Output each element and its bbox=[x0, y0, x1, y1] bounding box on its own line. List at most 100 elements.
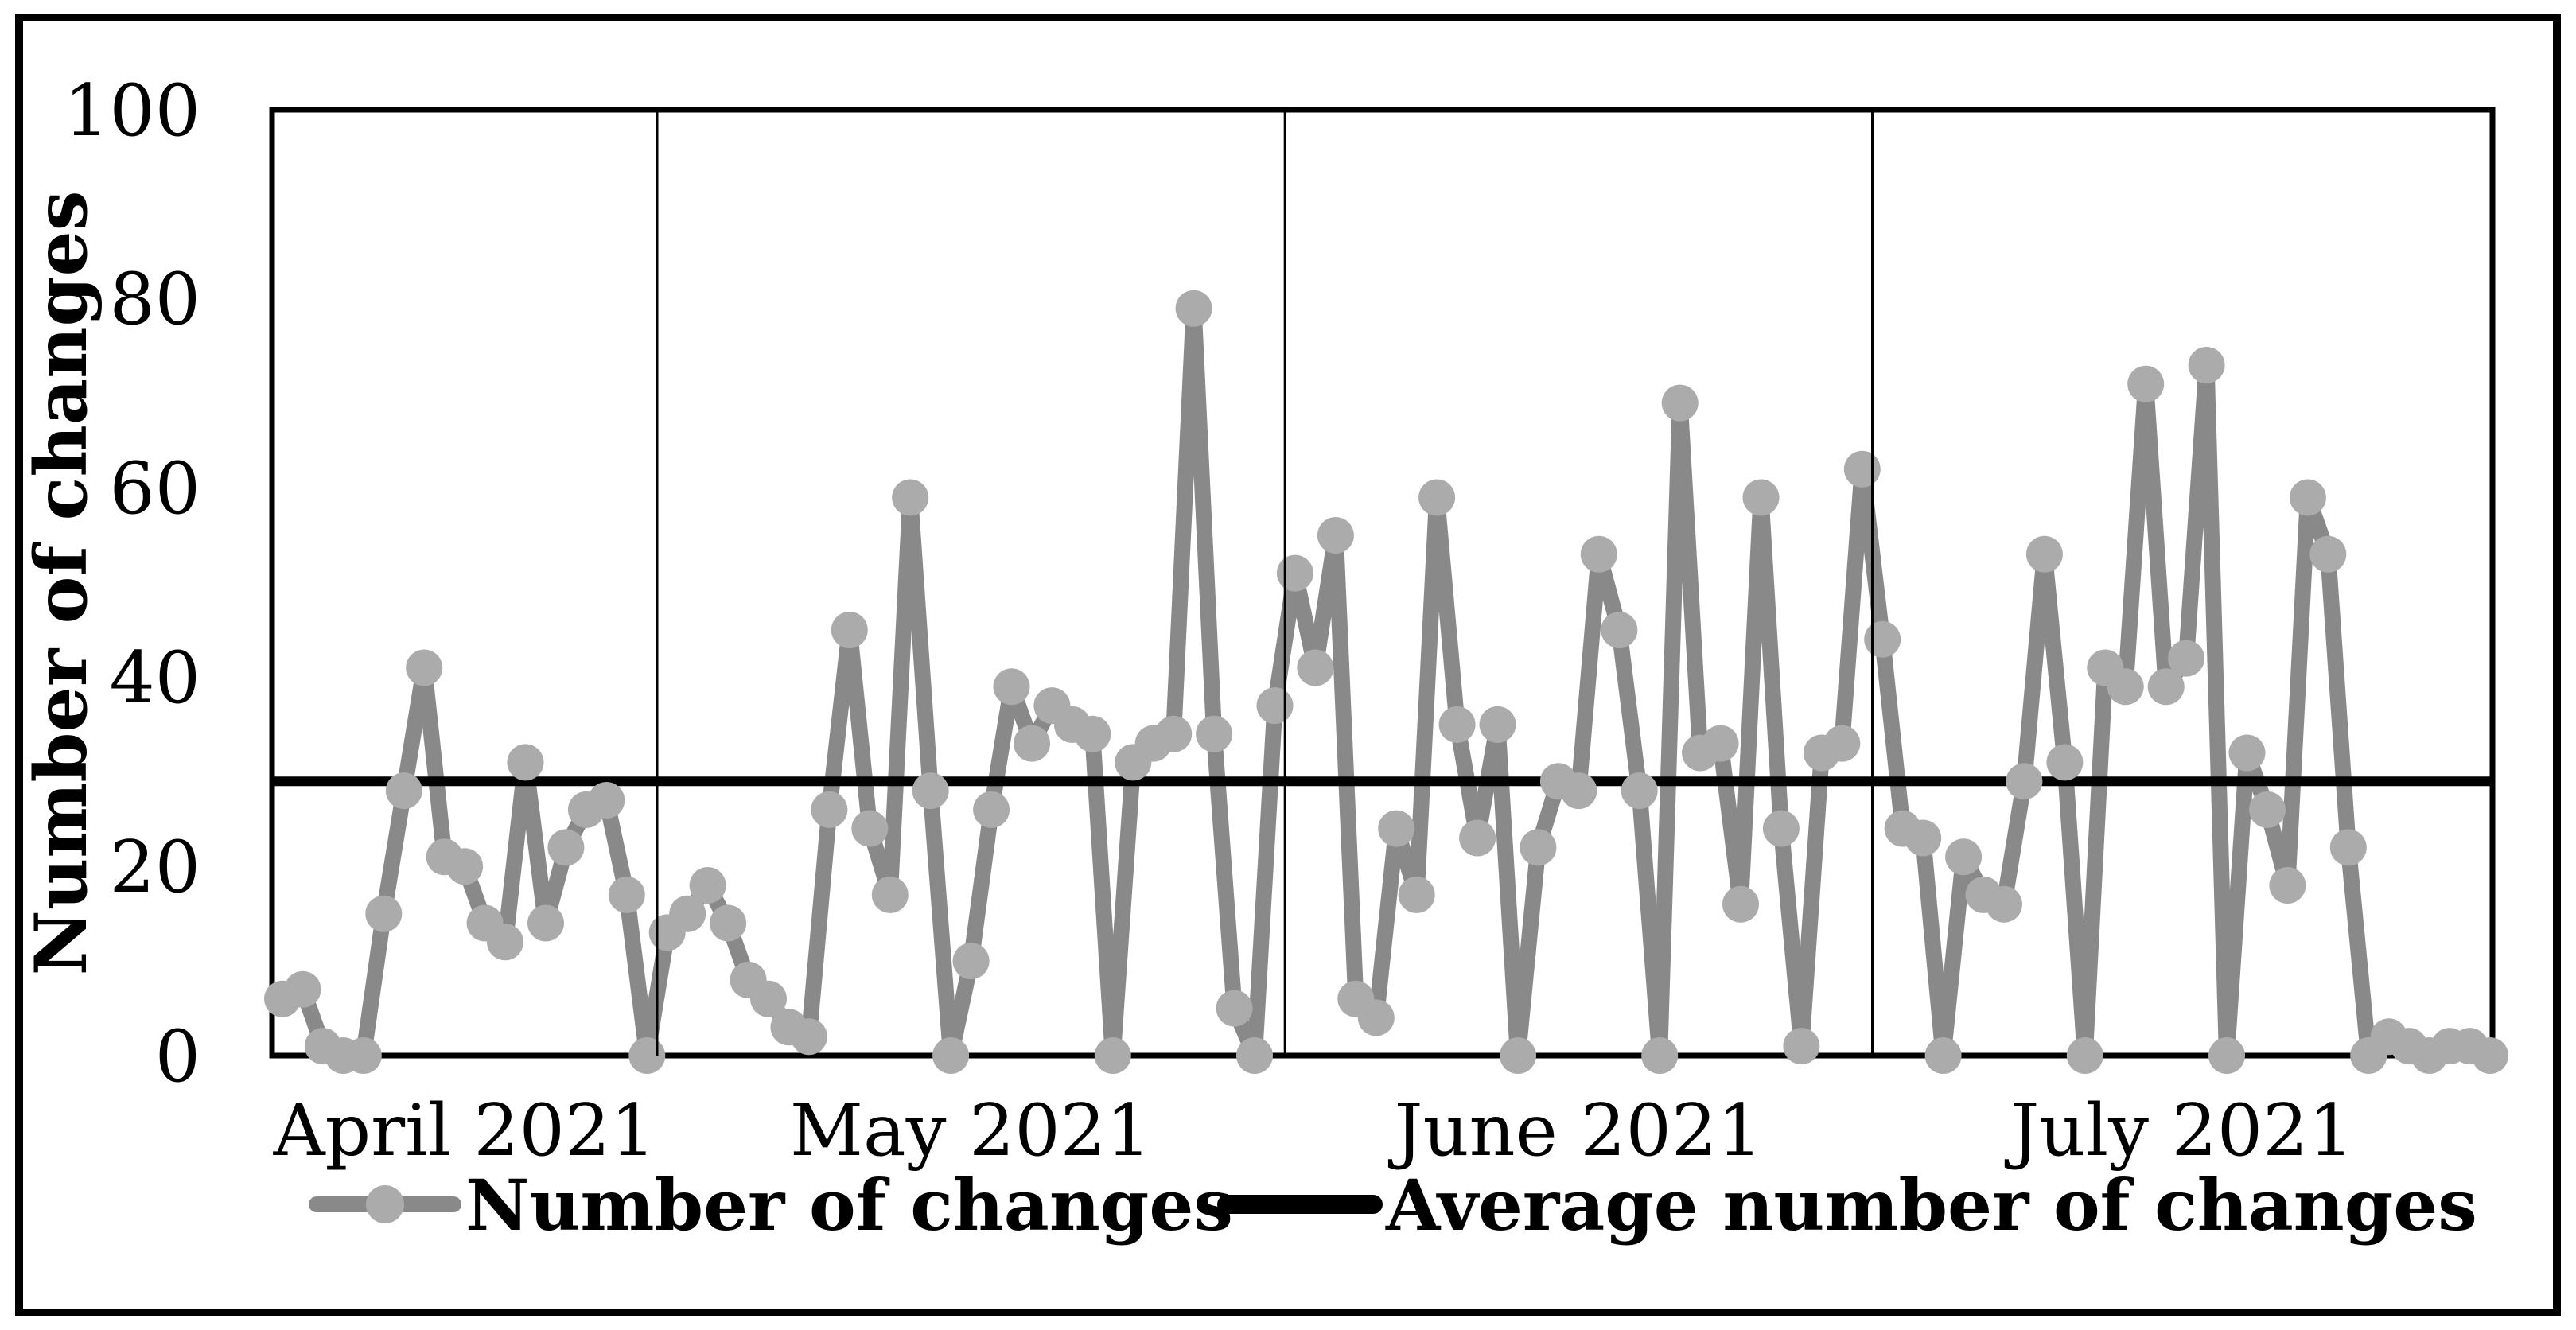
data-point-marker bbox=[851, 810, 889, 847]
x-tick-april: April 2021 bbox=[273, 1089, 656, 1172]
data-point-marker bbox=[2249, 791, 2286, 828]
data-point-marker bbox=[1823, 725, 1861, 762]
data-point-marker bbox=[2472, 1037, 2508, 1074]
data-point-marker bbox=[1074, 715, 1111, 752]
data-point-marker bbox=[912, 772, 949, 810]
data-point-marker bbox=[2329, 829, 2367, 866]
data-point-marker bbox=[608, 876, 645, 913]
data-point-marker bbox=[973, 791, 1010, 828]
x-tick-june: June 2021 bbox=[1388, 1089, 1763, 1172]
data-point-marker bbox=[1945, 838, 1983, 876]
data-point-marker bbox=[892, 479, 929, 516]
data-point-marker bbox=[365, 895, 403, 932]
data-point-marker bbox=[284, 970, 321, 1008]
data-point-marker bbox=[811, 791, 848, 828]
data-point-marker bbox=[1742, 479, 1780, 516]
data-point-marker bbox=[344, 1037, 382, 1074]
data-point-marker bbox=[993, 668, 1030, 706]
data-point-marker bbox=[710, 904, 747, 942]
data-point-marker bbox=[1378, 810, 1415, 847]
data-point-marker bbox=[1986, 885, 2022, 923]
data-point-marker bbox=[385, 772, 422, 810]
y-axis-title: Number of changes bbox=[19, 191, 103, 976]
data-point-marker bbox=[1641, 1037, 1679, 1074]
data-point-marker bbox=[2269, 867, 2306, 904]
data-point-marker bbox=[2127, 365, 2165, 402]
x-axis-month-labels: April 2021 May 2021 June 2021 July 2021 bbox=[273, 1089, 2354, 1172]
data-point-marker bbox=[1580, 535, 1617, 573]
data-point-marker bbox=[2147, 668, 2185, 706]
data-point-marker bbox=[547, 829, 585, 866]
legend-label-number-of-changes: Number of changes bbox=[465, 1164, 1233, 1246]
y-tick-0: 0 bbox=[155, 1015, 200, 1099]
data-point-marker bbox=[669, 895, 706, 932]
data-point-marker bbox=[1094, 1037, 1131, 1074]
data-point-marker bbox=[628, 1037, 666, 1074]
data-point-marker bbox=[1621, 772, 1658, 810]
data-point-marker bbox=[446, 848, 484, 885]
data-point-marker bbox=[588, 782, 625, 819]
data-point-marker bbox=[2046, 744, 2084, 781]
data-point-marker bbox=[871, 876, 909, 913]
data-point-marker bbox=[1398, 876, 1435, 913]
data-point-marker bbox=[2309, 535, 2347, 573]
data-point-marker bbox=[2168, 640, 2205, 677]
data-point-marker bbox=[932, 1037, 970, 1074]
data-point-marker bbox=[1256, 687, 1294, 725]
legend-series-marker-swatch bbox=[366, 1185, 404, 1223]
data-point-marker bbox=[2188, 347, 2225, 383]
x-tick-july: July 2021 bbox=[2004, 1089, 2353, 1172]
data-point-marker bbox=[952, 943, 990, 980]
data-point-marker bbox=[1924, 1037, 1962, 1074]
data-point-marker bbox=[1479, 706, 1516, 743]
y-tick-40: 40 bbox=[109, 636, 200, 720]
y-tick-60: 60 bbox=[109, 447, 200, 531]
data-point-marker bbox=[2006, 763, 2043, 800]
data-point-marker bbox=[1843, 450, 1881, 488]
data-point-marker bbox=[1661, 384, 1699, 422]
x-tick-may: May 2021 bbox=[790, 1089, 1151, 1172]
data-point-marker bbox=[2228, 734, 2266, 772]
data-point-marker bbox=[1601, 612, 1638, 648]
data-point-marker bbox=[1520, 829, 1557, 866]
legend-label-average-number-of-changes: Average number of changes bbox=[1385, 1164, 2477, 1246]
data-point-marker bbox=[1175, 290, 1212, 327]
data-point-marker bbox=[689, 867, 726, 904]
data-point-marker bbox=[1357, 999, 1395, 1036]
data-point-marker bbox=[2107, 668, 2144, 706]
data-point-marker bbox=[1459, 819, 1496, 857]
month-gridline-layer bbox=[656, 110, 1874, 1056]
data-point-marker bbox=[1783, 1028, 1820, 1065]
data-point-marker bbox=[1500, 1037, 1536, 1074]
data-point-marker bbox=[1722, 885, 1759, 923]
data-point-marker bbox=[2025, 535, 2063, 573]
y-tick-100: 100 bbox=[64, 69, 200, 153]
data-point-marker bbox=[1236, 1037, 1273, 1074]
legend: Number of changes Average number of chan… bbox=[309, 1164, 2477, 1246]
marker-layer bbox=[264, 290, 2508, 1074]
data-point-marker bbox=[507, 744, 544, 781]
figure-border bbox=[15, 14, 2561, 1316]
data-point-marker bbox=[1276, 554, 1313, 592]
data-point-marker bbox=[1196, 715, 1233, 752]
data-point-marker bbox=[1216, 990, 1253, 1027]
data-point-marker bbox=[487, 924, 523, 961]
data-point-marker bbox=[1014, 725, 1050, 762]
y-tick-80: 80 bbox=[109, 258, 200, 341]
data-point-marker bbox=[1905, 819, 1942, 857]
data-point-marker bbox=[1702, 725, 1739, 762]
data-point-marker bbox=[750, 980, 787, 1017]
data-point-marker bbox=[2066, 1037, 2103, 1074]
data-point-marker bbox=[1297, 649, 1334, 686]
y-axis-tick-labels: 0 20 40 60 80 100 bbox=[64, 69, 200, 1099]
data-point-marker bbox=[790, 1018, 827, 1056]
data-point-marker bbox=[1317, 517, 1354, 554]
plot-frame bbox=[269, 107, 2496, 1059]
data-point-marker bbox=[406, 649, 443, 686]
data-point-marker bbox=[1762, 810, 1800, 847]
data-point-marker bbox=[1438, 706, 1476, 743]
data-point-marker bbox=[2289, 479, 2326, 516]
data-point-marker bbox=[527, 904, 564, 942]
